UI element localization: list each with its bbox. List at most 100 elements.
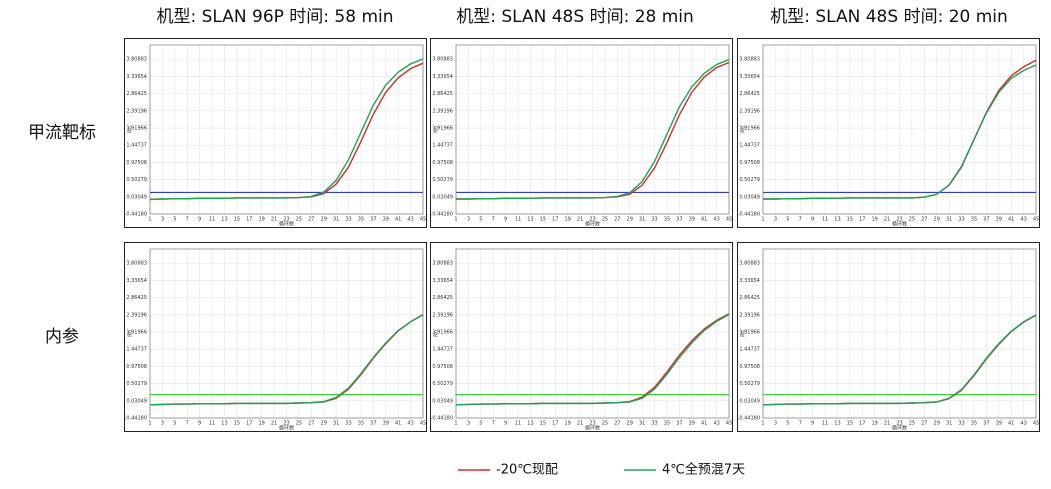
- x-tick-label: 17: [552, 217, 558, 223]
- x-tick-label: 41: [701, 421, 707, 427]
- x-tick-label: 19: [564, 421, 570, 427]
- y-tick-label: 0.50279: [739, 381, 760, 387]
- y-tick-label: 2.86425: [432, 295, 453, 301]
- x-tick-label: 15: [847, 421, 853, 427]
- x-tick-label: 17: [859, 217, 865, 223]
- x-tick-label: 41: [1008, 217, 1014, 223]
- y-tick-label: 0.97508: [739, 160, 760, 166]
- x-tick-label: 5: [786, 217, 789, 223]
- x-tick-label: 29: [934, 217, 940, 223]
- y-tick-label: 2.86425: [432, 91, 453, 97]
- y-tick-label: 2.86425: [126, 91, 147, 97]
- x-tick-label: 3: [774, 421, 777, 427]
- y-tick-label: 2.86425: [126, 295, 147, 301]
- x-tick-label: 7: [799, 217, 802, 223]
- x-tick-label: 35: [358, 421, 364, 427]
- x-tick-label: 43: [713, 421, 719, 427]
- x-tick-label: 39: [996, 217, 1002, 223]
- amplification-curve: [456, 58, 730, 200]
- y-tick-label: 0.97508: [739, 364, 760, 370]
- y-tick-label: 0.97508: [126, 160, 147, 166]
- column-title: 机型: SLAN 48S 时间: 28 min: [456, 7, 694, 27]
- x-tick-label: 7: [186, 421, 189, 427]
- x-tick-label: 33: [958, 421, 964, 427]
- y-tick-label: 2.39196: [739, 108, 760, 114]
- y-tick-label: -0.44180: [431, 212, 453, 218]
- x-tick-label: 19: [871, 421, 877, 427]
- y-axis-label: Rn: [434, 126, 440, 133]
- x-tick-label: 21: [577, 217, 583, 223]
- y-tick-label: 2.39196: [126, 312, 147, 318]
- x-tick-label: 11: [822, 217, 828, 223]
- x-tick-label: 25: [296, 421, 302, 427]
- y-tick-label: 0.50279: [432, 381, 453, 387]
- y-tick-label: 1.91966: [739, 126, 760, 132]
- x-tick-label: 9: [504, 217, 507, 223]
- x-tick-label: 9: [504, 421, 507, 427]
- amplification-curve: [149, 314, 424, 406]
- x-tick-label: 29: [627, 421, 633, 427]
- x-tick-label: 21: [884, 217, 890, 223]
- x-tick-label: 27: [921, 421, 927, 427]
- column-title: 机型: SLAN 48S 时间: 20 min: [770, 7, 1008, 27]
- x-axis-label: 循环数: [279, 425, 294, 432]
- x-axis-label: 循环数: [279, 221, 294, 228]
- y-tick-label: 2.86425: [739, 295, 760, 301]
- x-tick-label: 23: [283, 217, 289, 223]
- x-tick-label: 23: [283, 421, 289, 427]
- y-tick-label: 2.39196: [432, 108, 453, 114]
- x-tick-label: 25: [909, 421, 915, 427]
- x-tick-label: 29: [627, 217, 633, 223]
- y-tick-label: 1.91966: [126, 330, 147, 336]
- plot-area: [762, 248, 1037, 419]
- x-tick-label: 9: [198, 217, 201, 223]
- row-label: 内参: [45, 327, 79, 347]
- x-tick-label: 45: [420, 217, 426, 223]
- y-tick-label: 3.33654: [739, 278, 760, 284]
- x-tick-label: 1: [148, 421, 151, 427]
- x-tick-label: 5: [479, 421, 482, 427]
- x-tick-label: 27: [308, 421, 314, 427]
- x-tick-label: 7: [492, 217, 495, 223]
- y-tick-label: 0.50279: [126, 177, 147, 183]
- x-tick-label: 27: [308, 217, 314, 223]
- x-tick-label: 13: [221, 421, 227, 427]
- x-tick-label: 9: [198, 421, 201, 427]
- x-tick-label: 9: [811, 421, 814, 427]
- y-tick-label: 0.50279: [432, 177, 453, 183]
- x-tick-label: 5: [786, 421, 789, 427]
- x-tick-label: 39: [996, 421, 1002, 427]
- x-tick-label: 31: [946, 421, 952, 427]
- x-tick-label: 7: [799, 421, 802, 427]
- x-tick-label: 29: [321, 421, 327, 427]
- x-tick-label: 27: [614, 421, 620, 427]
- x-tick-label: 35: [664, 217, 670, 223]
- y-tick-label: 0.03049: [126, 194, 147, 200]
- y-tick-label: -0.44180: [431, 416, 453, 422]
- y-tick-label: 3.33654: [432, 74, 453, 80]
- y-tick-label: 1.44737: [126, 143, 147, 149]
- x-tick-label: 37: [676, 217, 682, 223]
- x-tick-label: 37: [370, 217, 376, 223]
- x-axis-label: 循环数: [892, 221, 907, 228]
- x-tick-label: 43: [407, 421, 413, 427]
- x-tick-label: 37: [676, 421, 682, 427]
- x-tick-label: 35: [971, 217, 977, 223]
- x-tick-label: 25: [602, 217, 608, 223]
- x-tick-label: 15: [234, 421, 240, 427]
- x-tick-label: 33: [345, 217, 351, 223]
- y-tick-label: 3.80883: [126, 57, 147, 63]
- x-tick-label: 45: [1033, 217, 1039, 223]
- x-tick-label: 7: [492, 421, 495, 427]
- x-tick-label: 39: [383, 421, 389, 427]
- y-tick-label: -0.44180: [738, 212, 760, 218]
- x-tick-label: 23: [896, 421, 902, 427]
- plot-area: [455, 248, 730, 419]
- x-tick-label: 11: [822, 421, 828, 427]
- x-tick-label: 13: [221, 217, 227, 223]
- x-tick-label: 13: [834, 217, 840, 223]
- x-tick-label: 17: [859, 421, 865, 427]
- x-tick-label: 17: [246, 217, 252, 223]
- y-tick-label: 1.91966: [432, 330, 453, 336]
- y-tick-label: 3.80883: [739, 261, 760, 267]
